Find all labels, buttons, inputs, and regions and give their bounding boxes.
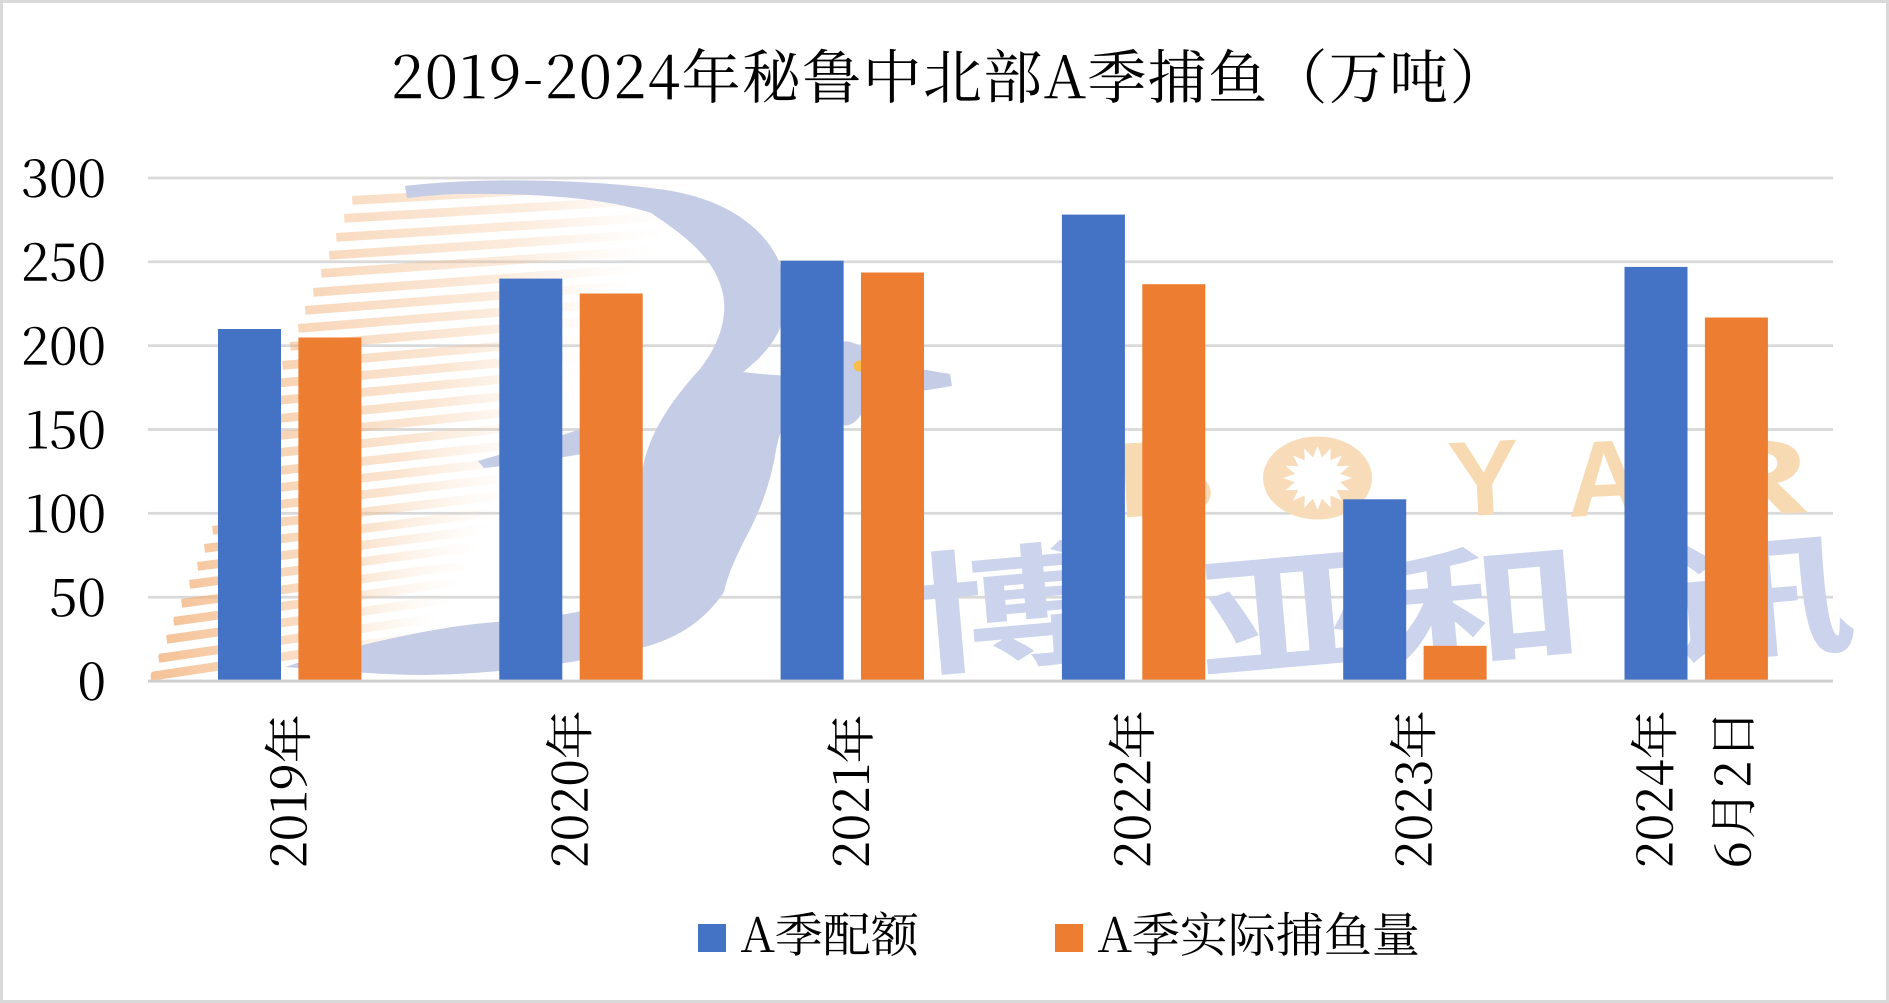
svg-text:Y: Y [1445,416,1523,540]
